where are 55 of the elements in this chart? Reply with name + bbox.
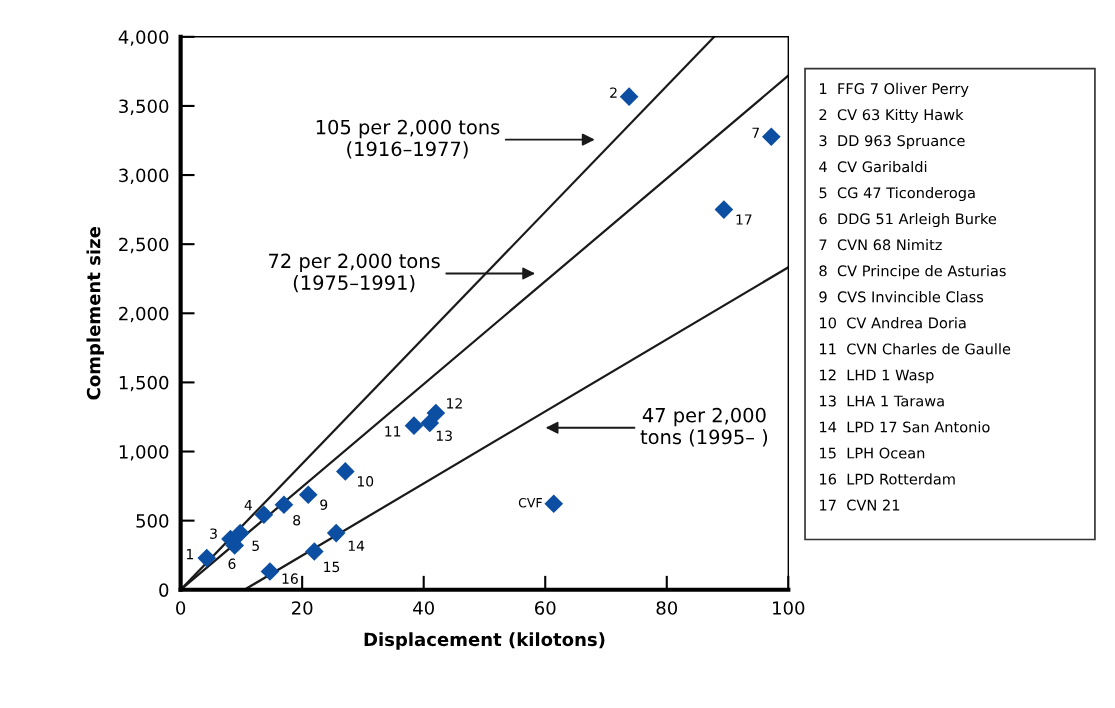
annotation: 8 [293,514,301,526]
annotation: 3 [210,528,217,539]
text: 12 LHD 1 Wasp [820,369,934,384]
text: 13 LHA 1 Tarawa [820,395,944,407]
text: 1 FFG 7 Oliver Perry [820,82,969,97]
text: 3 DD 963 Spruance [819,135,965,150]
annotation: 13 [436,430,452,441]
annotation: 14 [348,540,365,551]
x-tick-label: 0 [176,601,186,615]
annotation: 5 [252,540,259,552]
y-tick-label: 2,500 [119,237,169,254]
annotation: 16 [282,573,298,584]
x-tick-label: 40 [413,601,434,615]
annotation: 12 [447,398,462,409]
text: 5 CG 47 Ticonderoga [819,186,975,202]
y-tick-label: 1,000 [119,444,169,461]
annotation: 10 [357,476,374,487]
text: 2 CV 63 Kitty Hawk [819,108,964,123]
y-tick-label: 0 [159,583,169,597]
annotation: 15 [324,561,340,573]
annotation: 1 [186,549,193,560]
annotation: 72 per 2,000 tons (1975–1991) [269,253,440,293]
text: 9 CVS Invincible Class [819,291,984,303]
x-tick-label: 100 [773,601,805,615]
annotation: 2 [610,87,617,98]
text: 14 LPD 17 San Antonio [820,421,990,433]
x-tick-label: 20 [292,601,313,615]
y-tick-label: 500 [136,514,169,528]
x-tick-label: 60 [535,601,556,615]
y-axis-title: Complement size [86,226,104,400]
text: 17 CVN 21 [820,499,900,511]
y-tick-label: 1,500 [119,375,169,392]
annotation: 7 [752,127,759,138]
y-tick-label: 3,500 [119,99,169,115]
annotation: 17 [736,214,752,225]
y-tick-label: 4,000 [118,30,169,46]
x-tick-label: 80 [656,601,678,615]
y-tick-label: 2,000 [119,306,169,323]
annotation: 9 [320,499,328,510]
annotation: 105 per 2,000 tons (1916–1977) [316,119,500,159]
annotation: 4 [244,500,252,511]
annotation: 47 per 2,000 tons (1995– ) [640,407,768,447]
annotation: CVF [518,497,542,508]
text: 10 CV Andrea Doria [820,317,966,329]
annotation: 6 [228,558,236,569]
text: 16 LPD Rotterdam [820,473,955,485]
x-axis-title: Displacement (kilotons) [364,632,605,650]
text: 11 CVN Charles de Gaulle [820,343,1011,355]
y-tick-label: 3,000 [119,168,169,185]
text: 4 CV Garibaldi [819,160,927,173]
annotation: 11 [385,426,401,437]
text: 8 CV Principe de Asturias [819,265,1006,280]
text: 7 CVN 68 Nimitz [819,239,942,251]
text: 6 DDG 51 Arleigh Burke [819,213,997,228]
text: 15 LPH Ocean [820,447,925,459]
